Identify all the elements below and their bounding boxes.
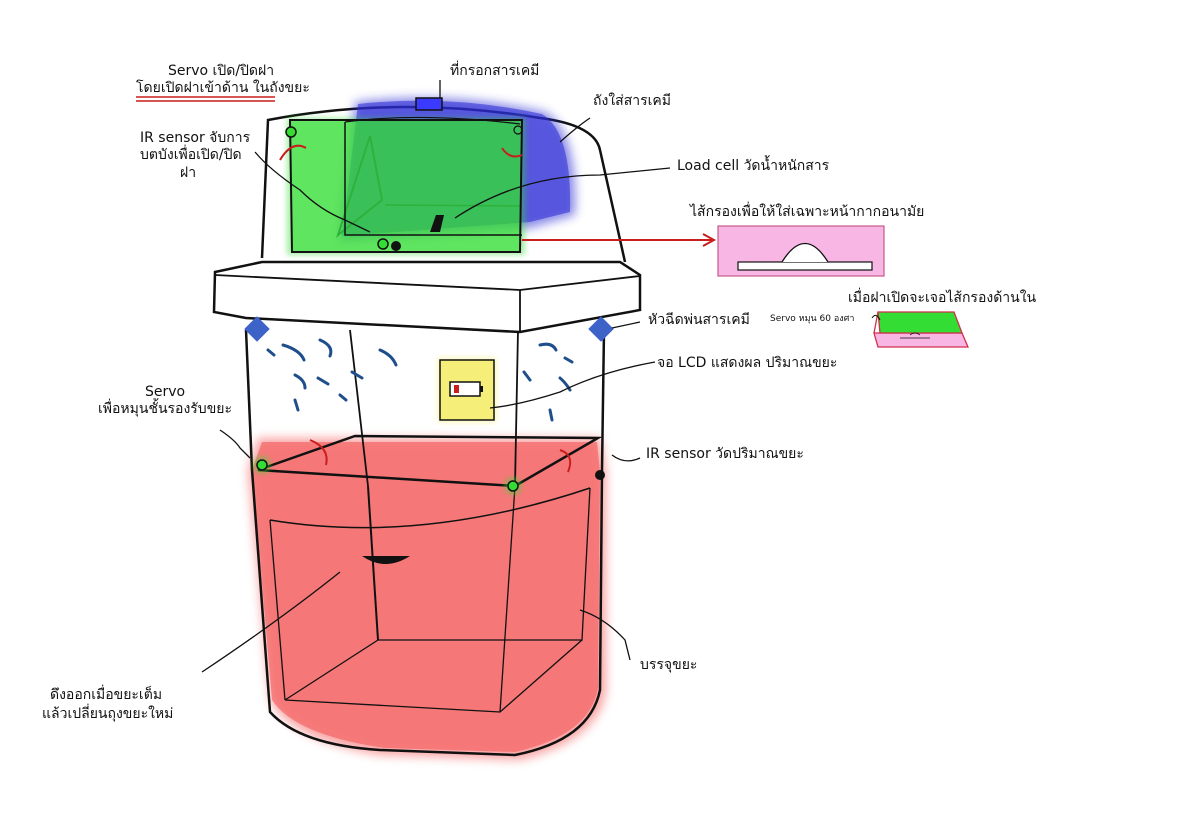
label-lcd-display: จอ LCD แสดงผล ปริมาณขยะ xyxy=(657,355,838,371)
handle-icon xyxy=(362,556,410,564)
bin-red-fill xyxy=(252,442,600,752)
lcd-panel xyxy=(438,358,496,422)
spray-system xyxy=(244,316,614,422)
label-filter-title: ไส้กรองเพื่อให้ใส่เฉพาะหน้ากากอนามัย xyxy=(690,204,925,220)
label-spray-nozzle: หัวฉีดพ่นสารเคมี xyxy=(648,312,750,328)
leader-lines xyxy=(201,80,671,673)
tray-arrow-right xyxy=(559,449,572,473)
label-pull-out-2: แล้วเปลี่ยนถุงขยะใหม่ xyxy=(42,706,174,722)
label-load-cell: Load cell วัดน้ำหนักสาร xyxy=(677,158,830,174)
label-ir-lid-1: IR sensor จับการ xyxy=(140,130,251,146)
filter-open-detail xyxy=(871,311,969,348)
lid-arrow-right xyxy=(501,147,523,158)
bin-container xyxy=(244,329,606,760)
label-servo-60: Servo หมุน 60 องศา xyxy=(770,314,855,324)
rim xyxy=(212,260,642,334)
spray-nozzle-right xyxy=(588,316,614,342)
label-ir-lid-3: ฝา xyxy=(180,165,197,181)
label-ir-lid-2: บตบังเพื่อเปิด/ปิด xyxy=(140,147,242,163)
label-filter-open: เมื่อฝาเปิดจะเจอไส้กรองด้านใน xyxy=(848,290,1037,306)
label-servo-tray-2: เพื่อหมุนชั้นรองรับขยะ xyxy=(98,401,232,417)
tray-arrow-left xyxy=(309,439,328,466)
spray-drops xyxy=(266,338,574,422)
chem-inlet-slot xyxy=(415,97,443,111)
label-chem-inlet: ที่กรอกสารเคมี xyxy=(450,63,540,79)
spray-nozzle-left xyxy=(244,316,270,342)
filter-detail xyxy=(522,225,885,277)
label-servo-tray-1: Servo xyxy=(144,384,186,400)
ir-lid-dot xyxy=(377,238,389,250)
ir-volume-dot xyxy=(595,470,605,480)
lid-panel-fill xyxy=(290,120,522,252)
servo-lid-dot xyxy=(285,126,297,138)
label-chem-tank: ถังใส่สารเคมี xyxy=(593,93,671,109)
label-pull-out-1: ดึงออกเมื่อขยะเต็ม xyxy=(50,687,163,703)
label-servo-lid-1: Servo เปิด/ปิดฝา xyxy=(168,63,275,79)
label-contain: บรรจุขยะ xyxy=(640,657,698,673)
lid-arrow-left xyxy=(279,144,307,161)
top-lid xyxy=(260,97,627,263)
label-servo-lid-2: โดยเปิดฝาเข้าด้าน ในถังขยะ xyxy=(136,80,310,96)
label-ir-volume: IR sensor วัดปริมาณขยะ xyxy=(646,446,804,462)
